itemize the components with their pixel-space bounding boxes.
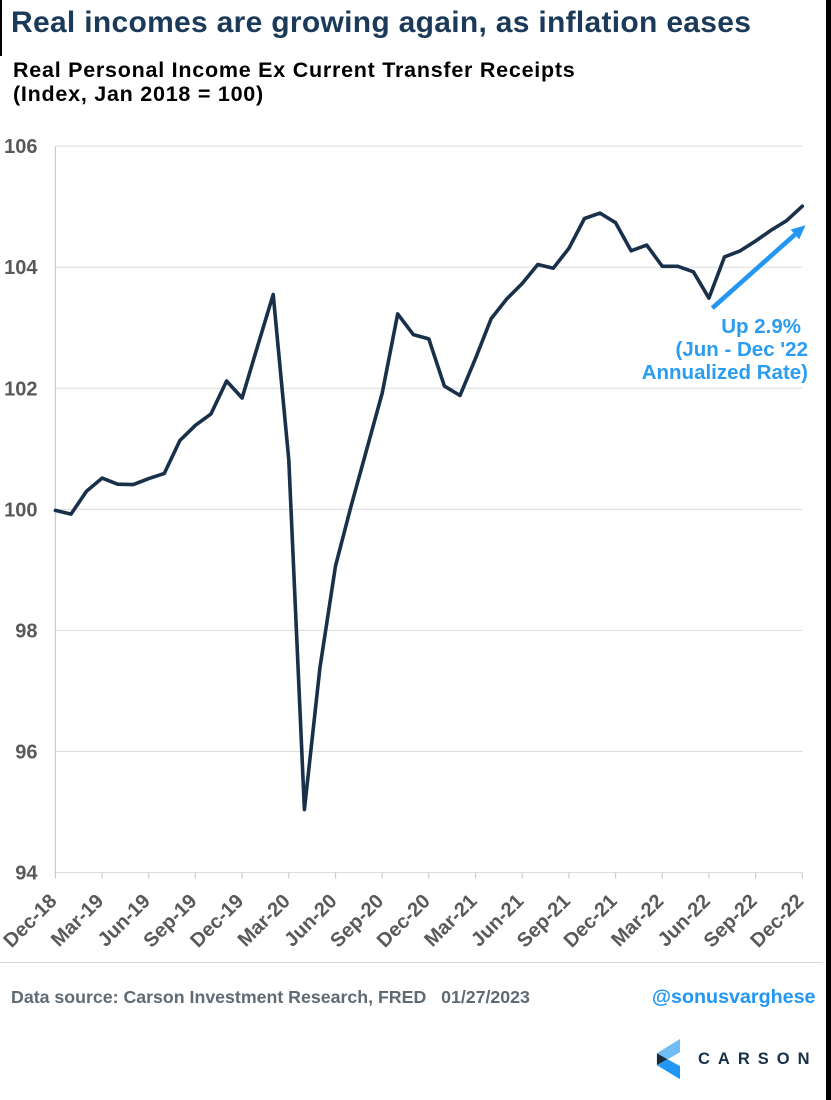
svg-text:Dec-21: Dec-21: [560, 890, 622, 952]
svg-text:106: 106: [4, 136, 37, 158]
svg-text:Dec-22: Dec-22: [746, 890, 808, 952]
svg-text:Dec-18: Dec-18: [0, 890, 61, 952]
svg-text:102: 102: [4, 378, 37, 400]
svg-text:104: 104: [4, 257, 38, 279]
svg-text:Dec-20: Dec-20: [373, 890, 435, 952]
svg-text:98: 98: [15, 620, 37, 642]
svg-text:96: 96: [15, 742, 37, 764]
svg-text:Dec-19: Dec-19: [186, 890, 248, 952]
svg-text:94: 94: [15, 863, 38, 885]
svg-text:100: 100: [4, 499, 37, 521]
